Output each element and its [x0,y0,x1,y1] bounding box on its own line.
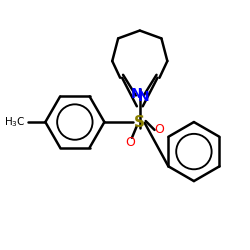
Text: H$_3$C: H$_3$C [4,115,26,129]
Text: N: N [131,86,143,101]
Text: N: N [138,90,149,104]
Text: O: O [125,136,135,149]
Text: S: S [134,114,145,130]
Text: O: O [154,124,164,136]
